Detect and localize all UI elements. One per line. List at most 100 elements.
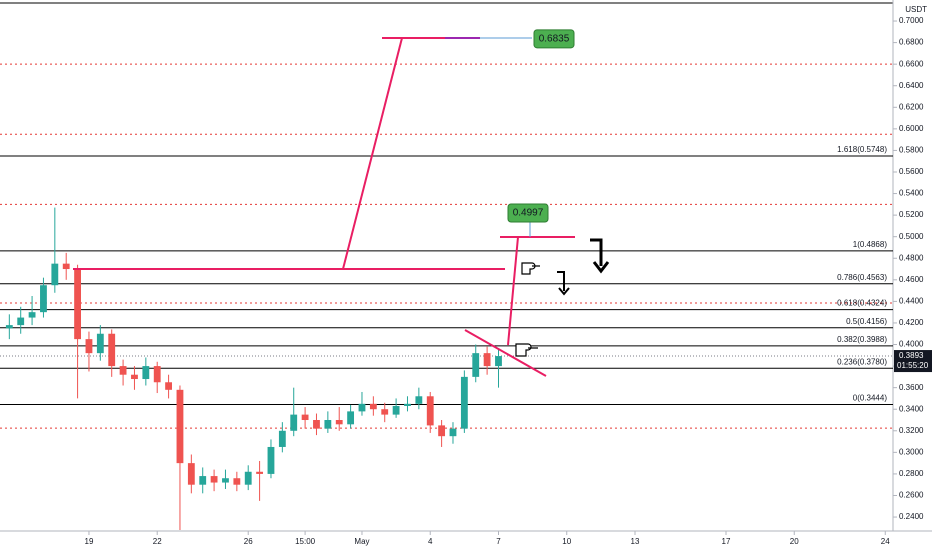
y-tick-label: 0.6400 — [899, 81, 924, 90]
y-tick-label: 0.3600 — [899, 383, 924, 392]
y-tick-label: 0.7000 — [899, 16, 924, 25]
candle-body — [358, 403, 366, 412]
candle-body — [290, 414, 298, 431]
candle-body — [17, 317, 25, 326]
candle-body — [472, 353, 480, 377]
candle-body — [222, 478, 229, 483]
fib-label: 0.5(0.4156) — [846, 317, 887, 326]
fib-label: 0.236(0.3780) — [837, 357, 887, 366]
y-tick-label: 0.5200 — [899, 210, 924, 219]
candle-body — [96, 333, 104, 354]
candle-body — [460, 376, 468, 429]
y-tick-label: 0.5000 — [899, 232, 924, 241]
x-tick-label: 20 — [790, 537, 799, 546]
x-tick-label: 13 — [631, 537, 640, 546]
candle-body — [426, 396, 434, 426]
currency: USDT — [905, 5, 927, 14]
candle-body — [199, 476, 207, 485]
drawings — [73, 37, 575, 377]
y-tick-label: 0.3200 — [899, 426, 924, 435]
candle-body — [74, 269, 81, 340]
candle-body — [313, 420, 320, 429]
arrow — [557, 271, 565, 291]
x-tick-label: 10 — [562, 537, 571, 546]
hand-icons — [515, 262, 540, 357]
candle-body — [187, 463, 195, 485]
fib-label: 1(0.4868) — [853, 240, 888, 249]
y-tick-label: 0.2800 — [899, 469, 924, 478]
y-tick-label: 0.5600 — [899, 167, 924, 176]
candle-body — [119, 366, 127, 375]
candle-body — [28, 312, 36, 318]
price-tag-label: 0.3893 — [899, 351, 924, 360]
trend-line — [342, 37, 403, 270]
candle-body — [369, 403, 377, 410]
arrows — [557, 238, 610, 296]
target-label: 0.6835 — [539, 33, 570, 44]
candle-body — [233, 478, 241, 485]
fib-label: 0.618(0.4324) — [837, 299, 887, 308]
candle-body — [62, 263, 70, 270]
trend-line — [464, 329, 547, 377]
candle-body — [165, 382, 173, 390]
candle-body — [404, 403, 411, 406]
y-tick-label: 0.4200 — [899, 318, 924, 327]
candle-body — [85, 339, 93, 354]
y-tick-label: 0.6600 — [899, 59, 924, 68]
y-tick-label: 0.4800 — [899, 253, 924, 262]
x-tick-label: 15:00 — [295, 537, 316, 546]
candle-body — [40, 285, 47, 313]
candle-body — [267, 446, 275, 474]
candle-body — [142, 366, 150, 380]
arrow-head — [592, 261, 610, 274]
candle-body — [324, 420, 332, 429]
candle-body — [244, 471, 252, 485]
candle-body — [108, 333, 116, 367]
y-tick-label: 0.6000 — [899, 124, 924, 133]
hand-icon — [521, 262, 540, 275]
candle-body — [278, 430, 286, 447]
fib-label: 0(0.3444) — [853, 394, 888, 403]
y-tick-label: 0.3000 — [899, 447, 924, 456]
x-tick-label: 4 — [428, 537, 433, 546]
candle-body — [415, 396, 423, 404]
target-label: 0.4997 — [513, 208, 544, 219]
x-tick-label: 7 — [496, 537, 501, 546]
y-tick-label: 0.4000 — [899, 340, 924, 349]
fib-label: 0.786(0.4563) — [837, 273, 887, 282]
y-tick-label: 0.6200 — [899, 102, 924, 111]
y-tick-label: 0.2400 — [899, 512, 924, 521]
candle-body — [438, 425, 446, 437]
x-tick-label: May — [354, 537, 369, 546]
x-tick-label: 17 — [722, 537, 731, 546]
countdown: 01:55:20 — [897, 361, 929, 370]
candle-body — [449, 428, 457, 437]
arrow — [590, 238, 603, 266]
trend-line — [507, 236, 519, 346]
fib-label: 0.382(0.3988) — [837, 335, 887, 344]
target-box — [533, 29, 575, 49]
candle-body — [176, 389, 184, 464]
candle-body — [131, 374, 138, 380]
candle-body — [5, 325, 13, 329]
y-tick-label: 0.5400 — [899, 189, 924, 198]
x-tick-label: 26 — [244, 537, 253, 546]
target-box — [507, 203, 549, 223]
candle-body — [51, 263, 59, 286]
x-tick-label: 24 — [881, 537, 890, 546]
candle-body — [301, 414, 309, 421]
y-tick-label: 0.5800 — [899, 146, 924, 155]
arrow-head — [558, 287, 570, 296]
y-tick-label: 0.2600 — [899, 491, 924, 500]
candle-body — [392, 405, 400, 415]
x-tick-label: 22 — [153, 537, 162, 546]
fib-label: 1.618(0.5748) — [837, 145, 887, 154]
x-tick-label: 19 — [85, 537, 94, 546]
candle-body — [153, 366, 161, 383]
candle-body — [335, 420, 343, 425]
y-tick-label: 0.6800 — [899, 38, 924, 47]
candle-body — [256, 471, 264, 474]
